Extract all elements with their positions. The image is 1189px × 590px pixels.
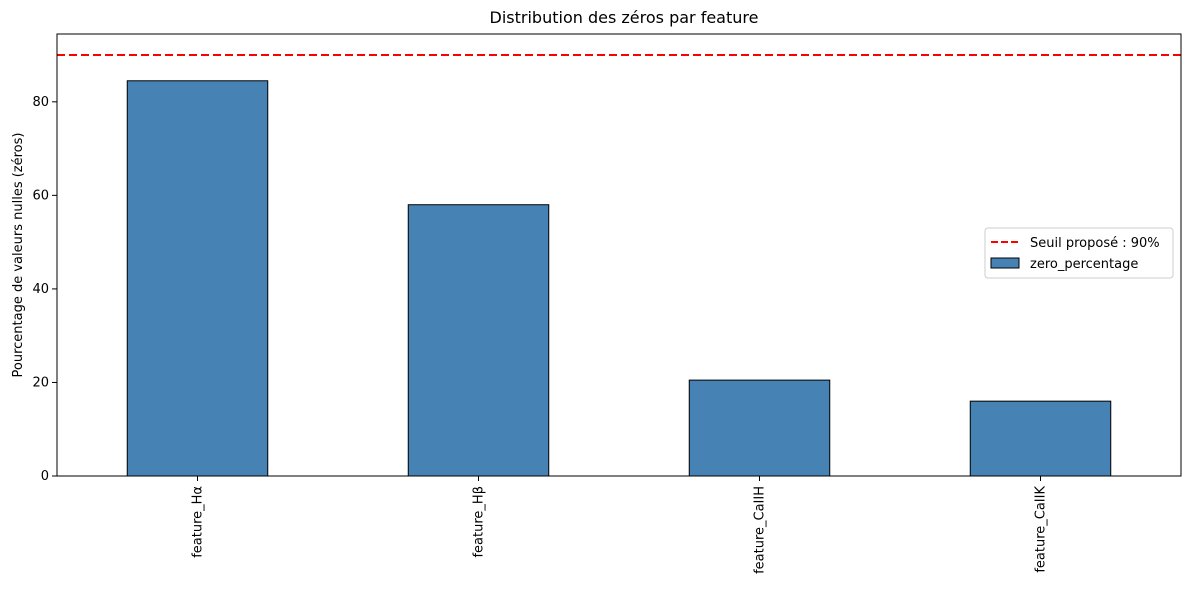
legend-frame xyxy=(984,227,1174,279)
x-tick-label-1: feature_Hβ xyxy=(472,486,487,558)
axes-layer: 0 20 40 60 80 feature_Hα feature_Hβ feature_CaI… xyxy=(32,33,1182,574)
x-tick-label-2: feature_CaIIH xyxy=(753,486,768,574)
bar-2 xyxy=(688,379,831,477)
legend-threshold-label: Seuil proposé : 90% xyxy=(1030,236,1160,251)
legend-series-label: zero_percentage xyxy=(1030,257,1138,272)
y-tick-label-2: 40 xyxy=(32,282,49,297)
legend: Seuil proposé : 90% zero_percentage xyxy=(984,227,1174,279)
y-tick-label-0: 0 xyxy=(41,469,49,484)
y-tick-label-3: 60 xyxy=(32,188,49,203)
y-tick-label-4: 80 xyxy=(32,95,49,110)
x-tick-label-3: feature_CaIIK xyxy=(1034,486,1049,573)
plot-frame xyxy=(56,33,1182,477)
bars-layer xyxy=(126,80,1112,477)
bar-3 xyxy=(969,400,1112,477)
bar-0 xyxy=(126,80,269,477)
legend-series-swatch xyxy=(990,257,1020,269)
y-axis-label: Pourcentage de valeurs nulles (zéros) xyxy=(11,133,26,378)
x-tick-label-0: feature_Hα xyxy=(191,486,206,558)
bar-1 xyxy=(407,204,550,477)
y-tick-label-1: 20 xyxy=(32,375,49,390)
chart-title: Distribution des zéros par feature xyxy=(490,8,759,27)
